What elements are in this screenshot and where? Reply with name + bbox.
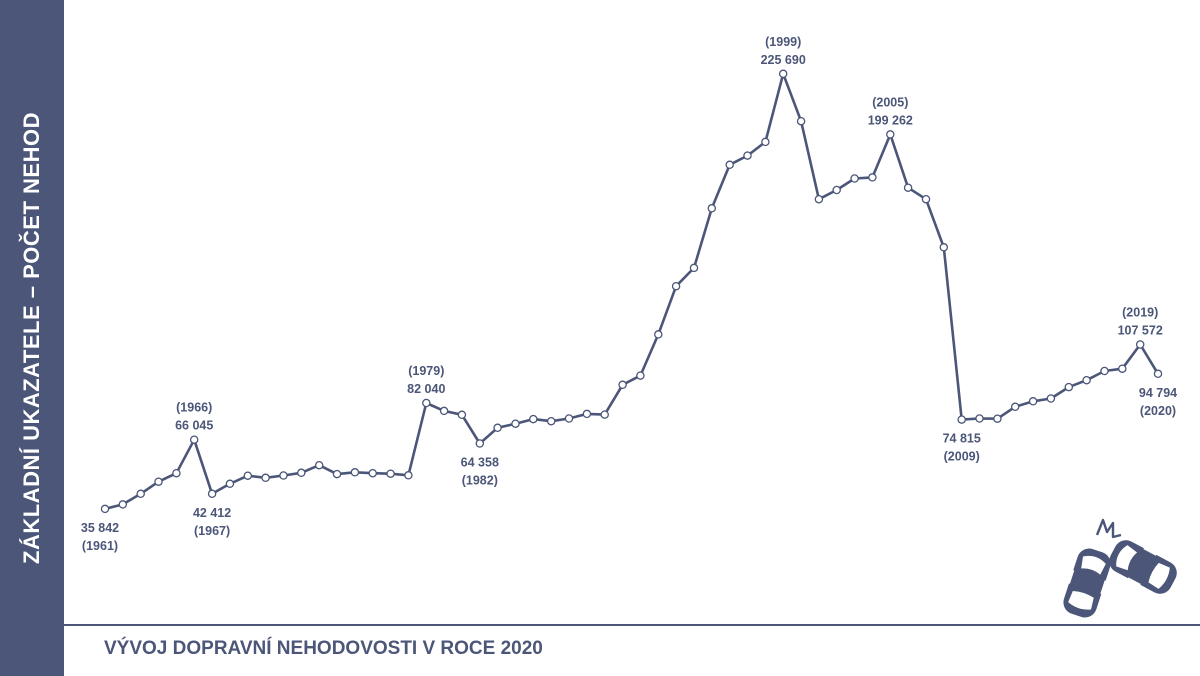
data-point-2009 (957, 415, 966, 424)
data-point-1967 (207, 489, 217, 499)
data-point-2015 (1064, 382, 1074, 392)
car-crash-icon (1063, 518, 1177, 618)
data-point-2006 (903, 183, 913, 192)
data-point-2013 (1028, 397, 1038, 406)
data-label-2005-line1: (2005) (872, 95, 908, 109)
data-point-1970 (261, 473, 270, 483)
data-point-2020 (1153, 369, 1163, 379)
data-point-1963 (136, 489, 145, 499)
data-label-1982-line2: (1982) (462, 474, 498, 488)
data-label-2005-line2: 199 262 (868, 113, 913, 127)
data-point-1961 (100, 504, 110, 514)
data-point-2010 (975, 414, 984, 423)
sidebar: ZÁKLADNÍ UKAZATELE – POČET NEHOD (0, 0, 64, 676)
data-label-2009-line2: (2009) (944, 450, 980, 464)
data-point-1974 (332, 469, 342, 479)
accidents-line-chart: 35 842 (1961) (1966) 66 045 42 412 (1967) (197… (81, 35, 1177, 553)
data-point-1990 (618, 380, 627, 390)
label-layer: 35 842 (1961) (1966) 66 045 42 412 (1967) (197… (81, 35, 1177, 553)
data-point-1985 (529, 414, 538, 424)
data-label-1967-line1: 42 412 (193, 506, 231, 520)
data-point-1962 (118, 500, 128, 509)
data-point-2007 (921, 194, 931, 204)
data-label-1979-line1: (1979) (408, 364, 444, 378)
data-point-2011 (993, 414, 1002, 423)
data-point-1996 (725, 160, 734, 170)
data-point-1981 (457, 410, 467, 420)
data-point-2018 (1118, 364, 1127, 373)
data-label-1967-line2: (1967) (194, 524, 230, 538)
data-point-2005 (886, 130, 895, 139)
data-point-1982 (475, 439, 485, 448)
data-label-1979-line2: 82 040 (407, 382, 445, 396)
data-point-1984 (511, 419, 520, 428)
series-line (104, 72, 1160, 511)
data-point-2012 (1010, 402, 1020, 412)
data-point-1971 (279, 471, 288, 480)
data-point-1986 (546, 416, 556, 426)
data-point-1995 (707, 204, 717, 213)
data-label-2020-line1: 94 794 (1139, 386, 1177, 400)
data-point-1973 (314, 460, 324, 470)
data-point-1989 (600, 410, 609, 419)
marker-layer (100, 69, 1163, 514)
data-point-1988 (582, 409, 592, 419)
data-point-2019 (1135, 340, 1145, 349)
data-label-1999-line2: 225 690 (761, 53, 806, 67)
data-point-2017 (1100, 366, 1109, 376)
data-label-2009-line1: 74 815 (943, 432, 981, 446)
data-point-1972 (297, 468, 306, 478)
series-layer (104, 72, 1160, 511)
data-point-2008 (939, 243, 949, 252)
data-point-1991 (636, 371, 645, 380)
data-point-1997 (743, 151, 752, 160)
data-point-1966 (189, 435, 199, 444)
data-point-1999 (778, 69, 788, 79)
data-point-2016 (1082, 375, 1091, 385)
data-point-1978 (404, 471, 413, 480)
data-label-2020-line2: (2020) (1140, 404, 1176, 418)
data-point-1998 (761, 137, 770, 147)
data-label-1966-line2: 66 045 (175, 419, 213, 433)
data-label-1999-line1: (1999) (765, 35, 801, 49)
data-label-1966-line1: (1966) (176, 401, 212, 415)
data-point-1964 (154, 477, 163, 486)
data-point-1977 (386, 469, 395, 478)
data-point-2014 (1046, 394, 1056, 403)
data-point-1994 (689, 263, 699, 273)
data-label-2019-line2: 107 572 (1118, 324, 1163, 338)
data-point-1979 (422, 398, 431, 408)
footer-title: VÝVOJ DOPRAVNÍ NEHODOVOSTI V ROCE 2020 (104, 638, 543, 659)
footer-divider (64, 624, 1200, 626)
data-point-1980 (439, 406, 449, 416)
data-label-2019-line1: (2019) (1122, 306, 1158, 320)
data-point-1976 (368, 468, 377, 478)
data-point-2003 (850, 174, 859, 183)
data-point-2002 (832, 185, 841, 195)
data-point-1993 (671, 281, 681, 291)
data-point-1992 (654, 330, 663, 339)
data-point-1965 (172, 468, 181, 478)
data-label-1961-line2: (1961) (82, 539, 118, 553)
data-point-1969 (243, 471, 253, 480)
data-point-2000 (796, 116, 806, 126)
data-label-1961-line1: 35 842 (81, 521, 119, 535)
data-point-1987 (564, 414, 574, 423)
data-point-2004 (868, 173, 877, 182)
data-point-1968 (225, 479, 235, 489)
data-point-2001 (814, 194, 824, 204)
data-label-1982-line1: 64 358 (461, 456, 499, 470)
data-point-1975 (350, 468, 360, 477)
data-point-1983 (493, 423, 502, 433)
